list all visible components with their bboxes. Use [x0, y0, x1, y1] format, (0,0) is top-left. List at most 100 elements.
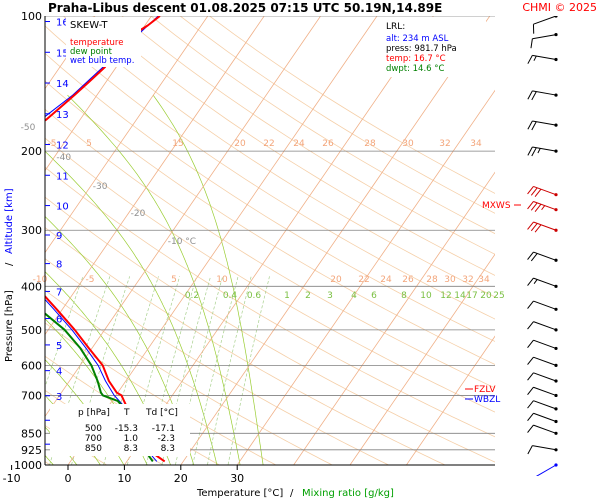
- dry-adiabat-line: [45, 80, 495, 365]
- altitude-tick-label: 10: [56, 202, 69, 213]
- credit-label: CHMI © 2025: [522, 1, 597, 14]
- wind-barb-dot: [554, 193, 558, 197]
- mixing-ratio-label: 2: [305, 291, 311, 301]
- pressure-tick-label: 500: [21, 324, 42, 337]
- levels-row-500-t: -15.3: [115, 424, 138, 434]
- y-axis-title-group: Pressure [hPa] / Altitude [km]: [4, 188, 15, 362]
- mixing-ratio-label: 0.4: [223, 291, 238, 301]
- wind-barb: [527, 339, 558, 351]
- altitude-tick-label: 3: [56, 392, 62, 403]
- levels-table: p [hPa] T Td [°C] 500 -15.3 -17.1 700 1.…: [50, 404, 190, 456]
- theta-label-lower: 28: [426, 275, 438, 285]
- x-axis-title-separator: /: [290, 488, 294, 499]
- wind-barb: [527, 221, 558, 233]
- mixing-ratio-line: [192, 276, 239, 465]
- wind-barb-staff: [533, 339, 557, 349]
- wind-barb-feather: [527, 424, 534, 433]
- altitude-tick-label: 6: [56, 315, 62, 326]
- wind-barb: [530, 32, 558, 49]
- isotherm-line: [45, 16, 209, 254]
- levels-table-box: [50, 404, 190, 456]
- pressure-tick-label: 600: [21, 359, 42, 372]
- wind-barb-feather: [527, 146, 533, 156]
- x-axis-title: Temperature [°C]: [196, 488, 283, 499]
- y-axis-title-separator: /: [4, 262, 15, 266]
- wind-barb-dot: [554, 16, 558, 18]
- wind-barb-feather: [531, 91, 537, 101]
- wind-barb: [532, 16, 558, 34]
- wind-barb: [527, 386, 558, 398]
- theta-label-lower: 34: [478, 275, 490, 285]
- wind-barb-dot: [554, 328, 558, 332]
- mixing-ratio-label: 10: [420, 291, 432, 301]
- altitude-tick-label: 15: [56, 48, 69, 59]
- lrl-pressure: press: 981.7 hPa: [386, 44, 457, 54]
- lrl-temperature: temp: 16.7 °C: [386, 54, 446, 64]
- wind-barb-staff: [533, 321, 557, 331]
- levels-row-500-p: 500: [85, 424, 102, 434]
- pressure-tick-label: 200: [21, 145, 42, 158]
- theta-label-upper: 30: [402, 139, 414, 149]
- wind-barb: [527, 90, 558, 101]
- lrl-dewpoint: dwpt: 14.6 °C: [386, 64, 445, 74]
- mixing-ratio-label: 20: [480, 291, 492, 301]
- altitude-tick-label: 16: [56, 18, 69, 29]
- levels-row-500-td: -17.1: [152, 424, 175, 434]
- wind-barb-feather: [527, 221, 534, 230]
- wind-barb-half-feather: [537, 148, 541, 154]
- y-axis-title: Pressure [hPa]: [4, 290, 15, 362]
- wind-barb-dot: [554, 363, 558, 367]
- wind-barb-feather: [527, 445, 533, 455]
- wind-barb-feather: [530, 223, 538, 232]
- altitude-tick-label: 9: [56, 231, 62, 242]
- wind-barb-dot: [554, 258, 558, 262]
- wind-barb-feather: [527, 90, 533, 100]
- dry-adiabat-line: [92, 16, 495, 276]
- pressure-tick-label: 925: [21, 444, 42, 457]
- wind-barb: [527, 120, 558, 131]
- wind-barb-staff: [533, 412, 557, 422]
- wind-barb-feather: [527, 251, 534, 260]
- wind-barb-feather: [527, 55, 533, 64]
- theta-label-upper: 20: [234, 139, 246, 149]
- wind-barb-dot: [554, 346, 558, 351]
- pressure-tick-label: 700: [21, 389, 42, 402]
- theta-label-lower: 10: [216, 275, 228, 285]
- theta-label-lower: 5: [171, 275, 177, 285]
- levels-row-700-t: 1.0: [124, 434, 139, 444]
- wind-barb-dot: [554, 463, 558, 467]
- pressure-tick-label: 100: [21, 10, 42, 23]
- lrl-info-box: LRL: alt: 234 m ASL press: 981.7 hPa tem…: [383, 17, 486, 77]
- isotherm-label: -50: [21, 123, 36, 133]
- altitude-tick-label: 14: [56, 79, 69, 90]
- wind-barb: [527, 372, 558, 383]
- wind-barb-feather: [527, 386, 534, 395]
- theta-label-lower: 24: [380, 275, 392, 285]
- wind-barb-feather: [530, 38, 533, 49]
- isotherm-line: [123, 16, 434, 465]
- wind-barb: [527, 185, 558, 197]
- dry-adiabat-line: [121, 16, 495, 255]
- levels-header-t: T: [123, 408, 130, 418]
- dry-adiabat-line: [45, 25, 495, 320]
- wind-barb-dot: [554, 32, 558, 37]
- wind-barb-dot: [554, 393, 558, 398]
- wind-barb: [527, 201, 558, 212]
- theta-label-upper: 5: [86, 139, 92, 149]
- mixing-ratio-label: 1: [284, 291, 290, 301]
- dry-adiabat-line: [45, 52, 495, 342]
- dry-adiabat-line: [45, 227, 446, 465]
- x-tick-label: 10: [117, 472, 131, 485]
- levels-header-p: p [hPa]: [78, 408, 110, 418]
- wind-barb-feather: [527, 339, 534, 348]
- wind-barb-dot: [554, 208, 558, 212]
- mxws-label: MXWS: [482, 201, 511, 211]
- x-tick-label: 0: [65, 472, 72, 485]
- theta-label-lower: 22: [358, 275, 369, 285]
- isotherm-label: -40: [56, 153, 71, 163]
- wind-barb-feather: [527, 321, 534, 330]
- levels-header-td: Td [°C]: [145, 408, 178, 418]
- wind-barb-feather: [534, 203, 542, 212]
- wind-barb-staff: [533, 300, 557, 310]
